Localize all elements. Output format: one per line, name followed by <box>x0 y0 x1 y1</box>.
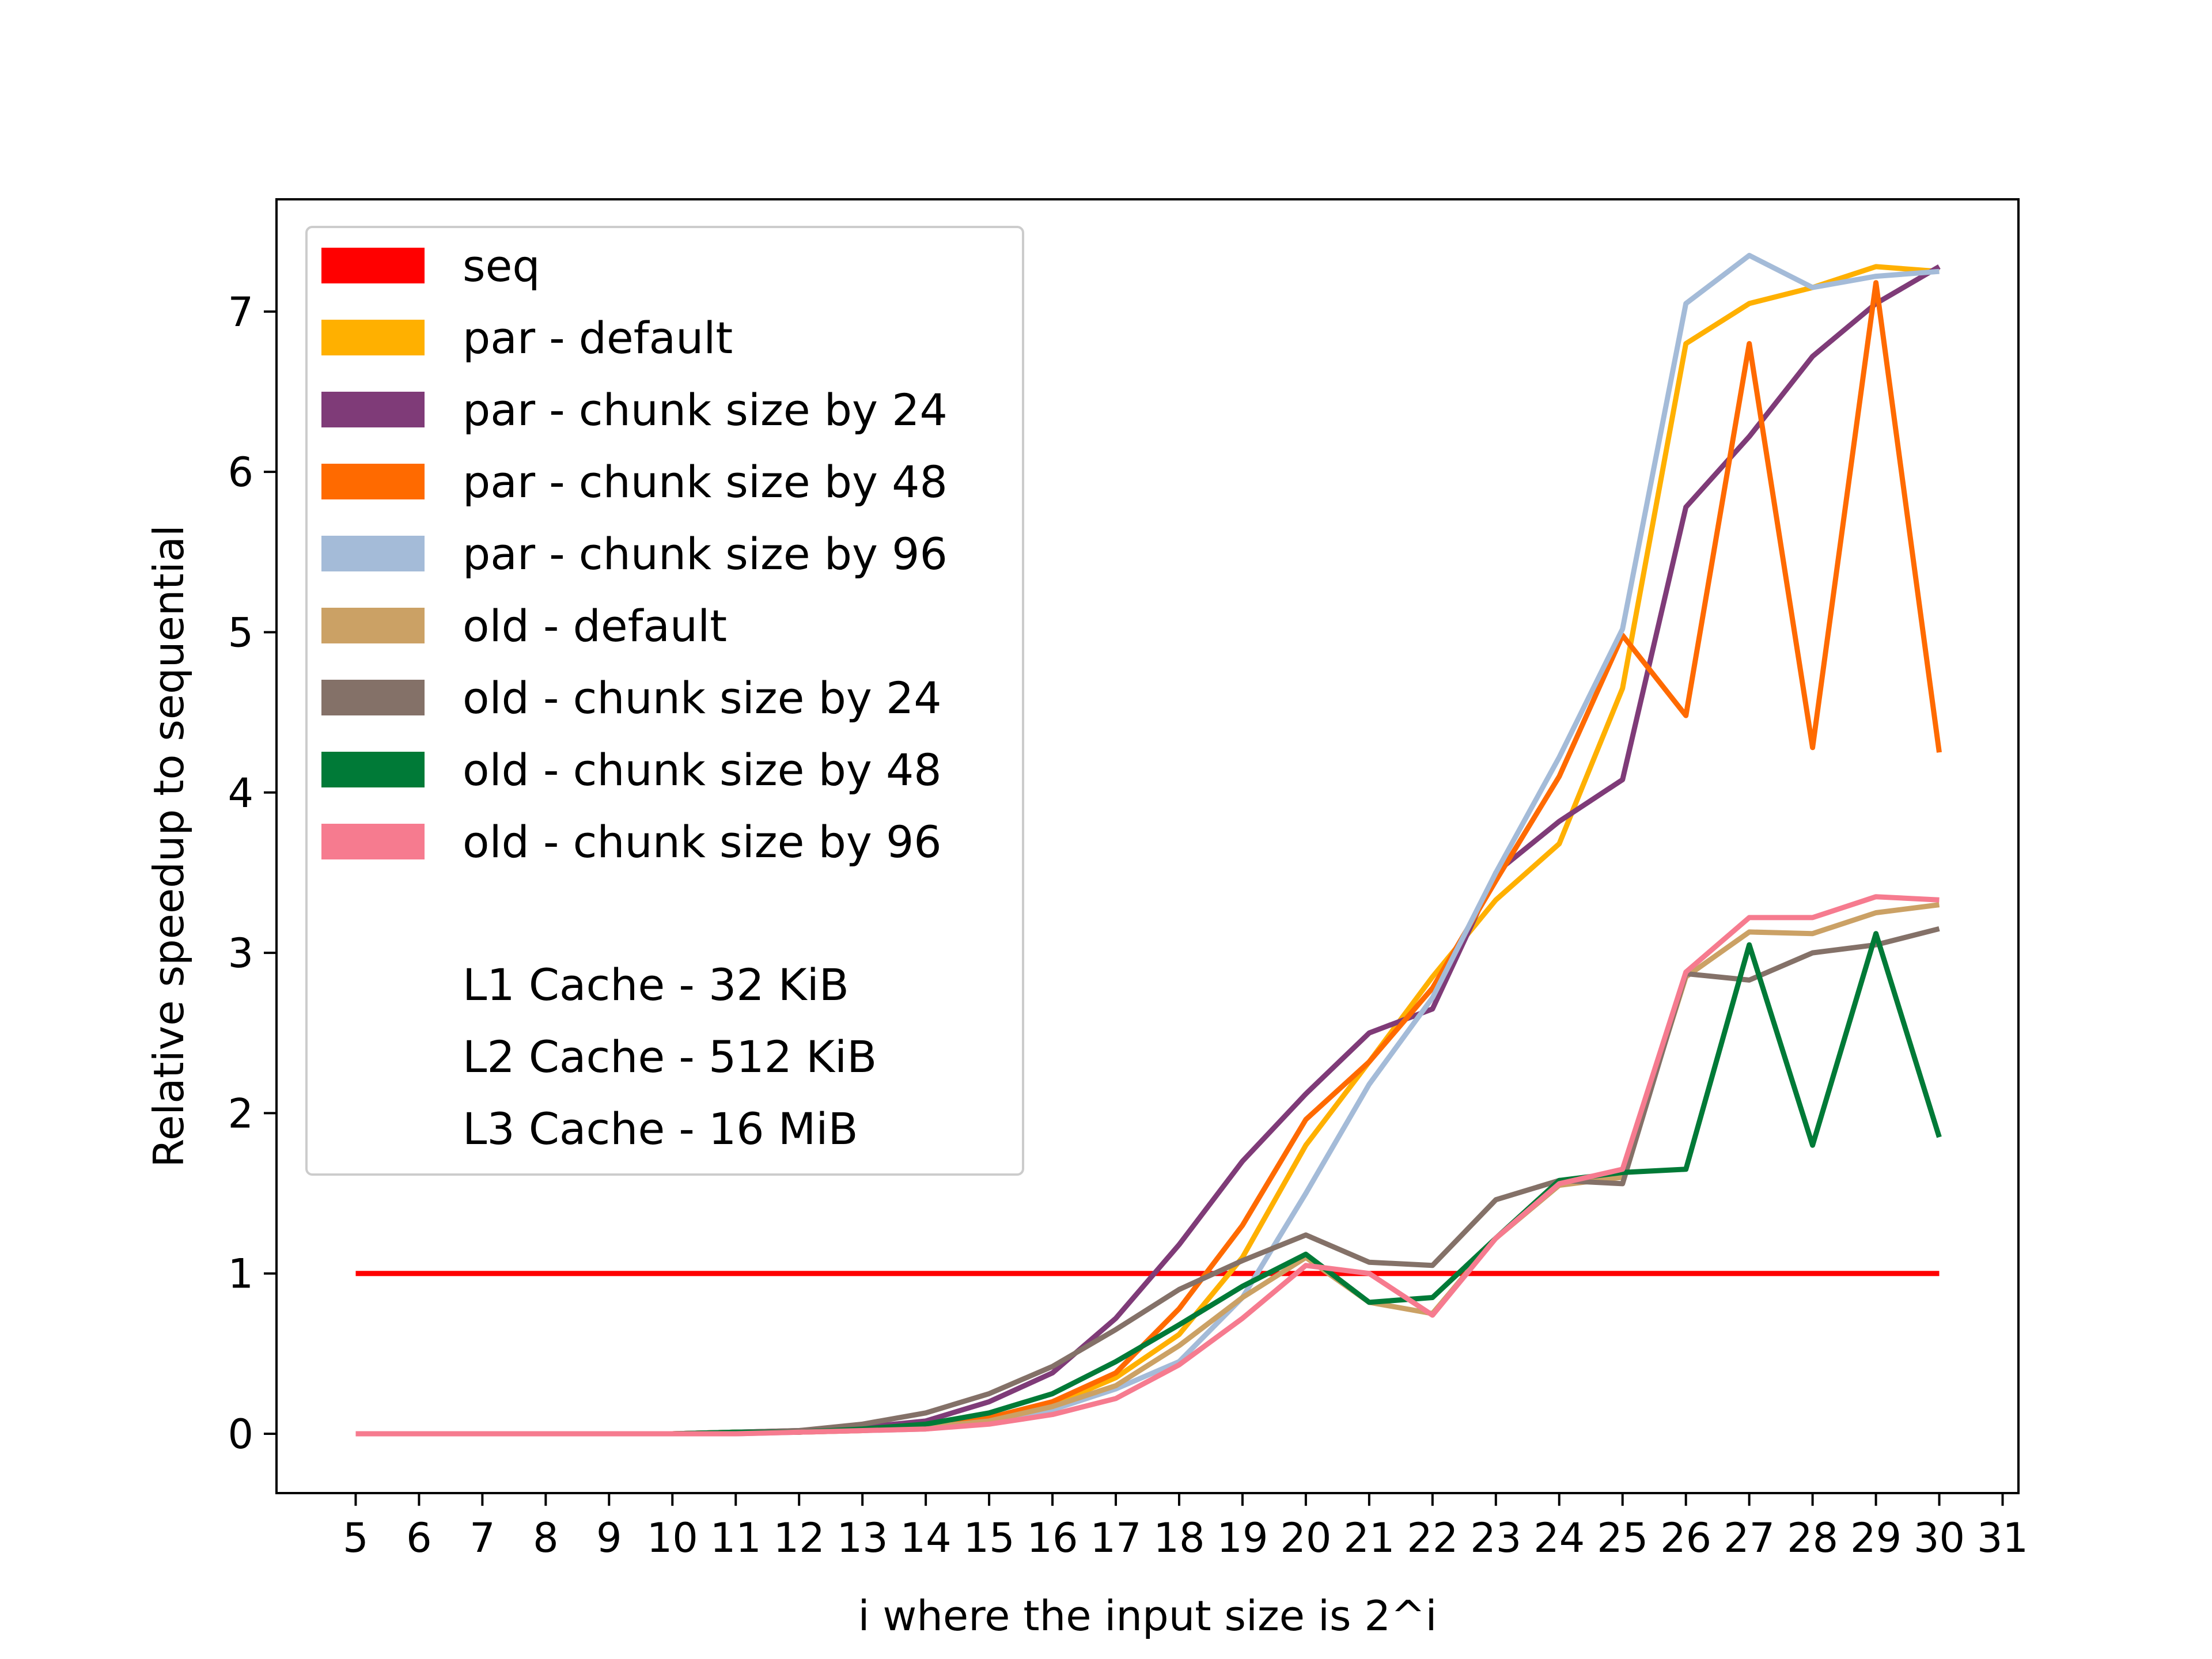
x-tick-label: 30 <box>1914 1514 1965 1562</box>
y-tick-label: 2 <box>228 1090 253 1137</box>
legend-annotation-l2: L2 Cache - 512 KiB <box>463 1031 877 1082</box>
plot-frame <box>275 198 2020 1494</box>
x-tick-label: 22 <box>1407 1514 1458 1562</box>
y-tick-label: 5 <box>228 609 253 656</box>
x-axis-title: i where the input size is 2^i <box>858 1592 1437 1640</box>
x-tick-label: 18 <box>1153 1514 1205 1562</box>
x-tick-label: 8 <box>533 1514 559 1562</box>
legend-label-par-chunk-size-by-96: par - chunk size by 96 <box>463 528 948 579</box>
x-tick-label: 10 <box>647 1514 698 1562</box>
legend-box <box>305 226 1024 1176</box>
legend-label-old-chunk-size-by-48: old - chunk size by 48 <box>463 744 942 796</box>
legend-swatch-seq <box>321 248 425 283</box>
x-tick-label: 12 <box>774 1514 825 1562</box>
x-tick-label: 19 <box>1217 1514 1268 1562</box>
legend-label-par-default: par - default <box>463 312 733 363</box>
y-tick-label: 7 <box>228 289 253 336</box>
legend-swatch-old-chunk-size-by-96 <box>321 824 425 859</box>
x-tick-label: 17 <box>1090 1514 1141 1562</box>
legend-swatch-old-chunk-size-by-48 <box>321 752 425 787</box>
x-tick-label: 23 <box>1470 1514 1521 1562</box>
legend-label-par-chunk-size-by-24: par - chunk size by 24 <box>463 384 948 435</box>
legend-label-old-chunk-size-by-96: old - chunk size by 96 <box>463 816 942 868</box>
x-tick-label: 15 <box>964 1514 1015 1562</box>
x-tick-label: 28 <box>1787 1514 1838 1562</box>
x-tick-label: 21 <box>1343 1514 1395 1562</box>
legend-annotation-l3: L3 Cache - 16 MiB <box>463 1103 858 1154</box>
y-tick-label: 4 <box>228 770 253 817</box>
legend-swatch-par-chunk-size-by-24 <box>321 392 425 427</box>
y-tick-label: 1 <box>228 1251 253 1298</box>
x-tick-label: 27 <box>1724 1514 1775 1562</box>
x-tick-label: 14 <box>900 1514 952 1562</box>
legend-swatch-par-default <box>321 320 425 355</box>
y-tick-label: 0 <box>228 1411 253 1458</box>
x-axis-ticks: 5 6 7 8 9 10 11 12 13 14 15 16 17 18 19 20 21 22 23 24 25 26 2… <box>343 1493 2028 1562</box>
legend-swatch-old-default <box>321 608 425 643</box>
legend-swatch-par-chunk-size-by-48 <box>321 464 425 499</box>
y-tick-label: 3 <box>228 930 253 977</box>
x-tick-label: 6 <box>406 1514 432 1562</box>
x-tick-label: 29 <box>1850 1514 1902 1562</box>
x-tick-label: 7 <box>469 1514 495 1562</box>
x-tick-label: 20 <box>1280 1514 1331 1562</box>
legend-annotation-l1: L1 Cache - 32 KiB <box>463 959 849 1010</box>
legend-label-old-chunk-size-by-24: old - chunk size by 24 <box>463 672 942 724</box>
legend-entries: seq par - default par - chunk size by 24 pa… <box>321 240 948 868</box>
legend-label-old-default: old - default <box>463 600 727 652</box>
series-line-old-chunk-size-by-96 <box>355 894 1940 1437</box>
series-layer <box>355 252 1942 1437</box>
x-tick-label: 26 <box>1660 1514 1711 1562</box>
x-tick-label: 24 <box>1533 1514 1585 1562</box>
x-tick-label: 9 <box>596 1514 622 1562</box>
y-axis-title: Relative speedup to sequential <box>145 525 193 1168</box>
x-tick-label: 31 <box>1977 1514 2028 1562</box>
legend: seq par - default par - chunk size by 24 pa… <box>305 226 1024 1176</box>
x-tick-label: 5 <box>343 1514 369 1562</box>
legend-swatch-old-chunk-size-by-24 <box>321 680 425 715</box>
legend-swatch-par-chunk-size-by-96 <box>321 536 425 571</box>
x-tick-label: 11 <box>710 1514 762 1562</box>
x-tick-label: 13 <box>837 1514 888 1562</box>
x-tick-label: 25 <box>1597 1514 1648 1562</box>
legend-label-seq: seq <box>463 240 540 291</box>
x-tick-label: 16 <box>1027 1514 1078 1562</box>
legend-label-par-chunk-size-by-48: par - chunk size by 48 <box>463 456 948 507</box>
y-axis-ticks: 0 1 2 3 4 5 6 7 <box>228 289 276 1458</box>
y-tick-label: 6 <box>228 449 253 496</box>
